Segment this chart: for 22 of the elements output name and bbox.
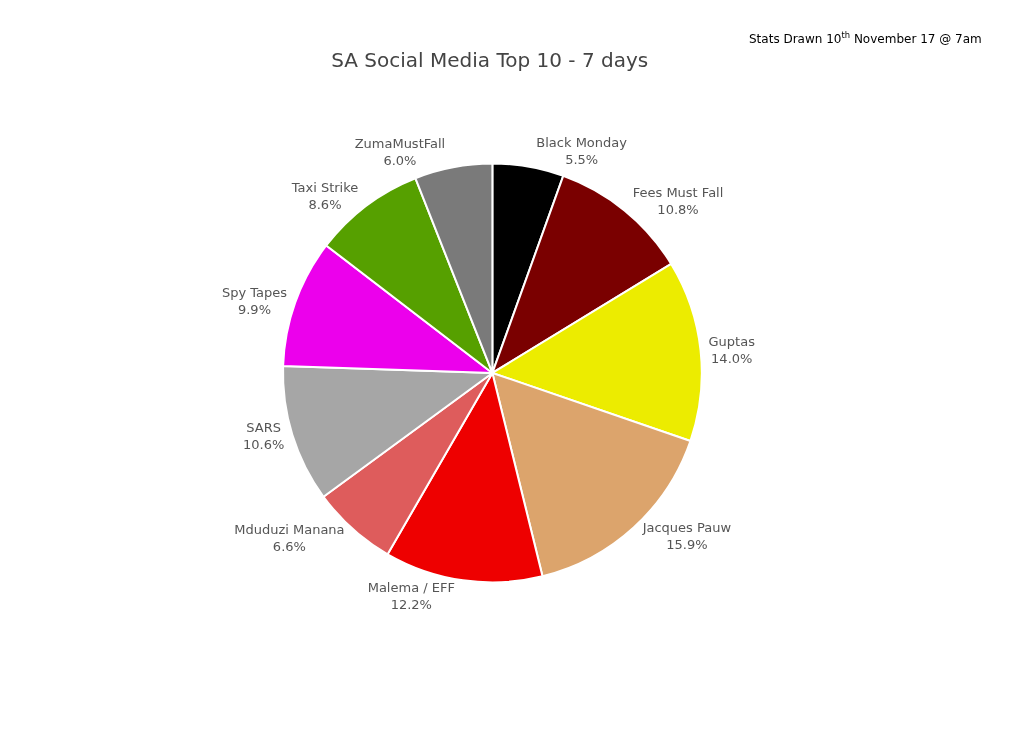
data-label: 6.6%: [272, 538, 306, 554]
data-label: 8.6%: [308, 196, 342, 212]
slice-label: Malema / EFF: [367, 579, 455, 595]
data-label: 15.9%: [666, 537, 708, 553]
data-label: 9.9%: [237, 301, 271, 317]
slice-label: Fees Must Fall: [632, 185, 724, 201]
slice-label: Jacques Pauw: [641, 520, 732, 536]
data-label: 10.8%: [657, 202, 699, 218]
data-label: 10.6%: [243, 437, 285, 453]
slice-label: Spy Tapes: [221, 284, 288, 300]
data-label: 12.2%: [390, 596, 432, 612]
text: Stats Drawn 10$^{th}$ November 17 @ 7am: [749, 30, 982, 47]
slice-label: Guptas: [708, 334, 756, 350]
slice-label: Black Monday: [536, 135, 628, 151]
slice-label: Mduduzi Manana: [234, 521, 345, 537]
data-label: 6.0%: [383, 152, 417, 168]
chart-title: SA Social Media Top 10 - 7 days: [331, 47, 649, 72]
slice-label: SARS: [246, 420, 282, 436]
data-label: 5.5%: [565, 152, 599, 168]
slice-label: Taxi Strike: [290, 179, 359, 195]
data-label: 14.0%: [711, 351, 753, 367]
slice-label: ZumaMustFall: [354, 135, 446, 151]
